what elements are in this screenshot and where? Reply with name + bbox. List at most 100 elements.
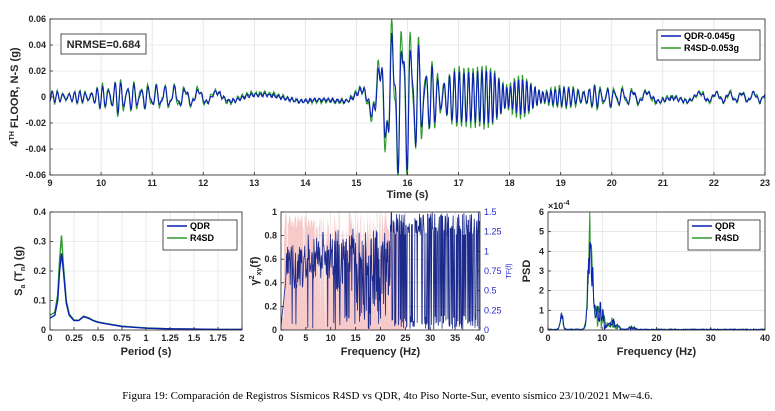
psd-legend-box bbox=[687, 219, 761, 251]
psd-multiplier-base: ×10 bbox=[548, 201, 563, 211]
coherence-xtick-label: 20 bbox=[375, 333, 385, 343]
psd-ytick-label: 6 bbox=[539, 207, 544, 217]
spectrum-ytick-label: 0.1 bbox=[33, 296, 46, 306]
psd-xtick-label: 10 bbox=[597, 333, 607, 343]
time-history-ytick-label: 0.04 bbox=[28, 40, 46, 50]
spectrum-xlabel: Period (s) bbox=[121, 346, 172, 358]
time-history-ytick-label: 0.02 bbox=[28, 66, 46, 76]
spectrum-xtick-label: 1.5 bbox=[188, 333, 201, 343]
psd-ytick-label: 1 bbox=[539, 305, 544, 315]
spectrum-legend-box bbox=[162, 219, 238, 251]
time-history-xtick-label: 20 bbox=[607, 178, 617, 188]
spectrum-legend-label: QDR bbox=[190, 221, 211, 231]
coherence-ylabel: γ2xy(f) bbox=[249, 256, 263, 285]
spectrum-xtick-label: 1 bbox=[143, 333, 148, 343]
time-history-ylabel-part: FLOOR, N-S (g) bbox=[9, 47, 21, 131]
spectrum-xtick-label: 0 bbox=[47, 333, 52, 343]
qdr-time-series bbox=[49, 32, 766, 174]
coherence-ytick-label: 1 bbox=[272, 207, 277, 217]
psd-multiplier-exp: -4 bbox=[563, 200, 569, 207]
psd-ytick-label: 2 bbox=[539, 286, 544, 296]
spectrum-ytick-label: 0 bbox=[41, 325, 46, 335]
coherence-ytick-label: 0 bbox=[272, 325, 277, 335]
coherence-y2tick-label: 1 bbox=[484, 246, 489, 256]
time-history-xtick-label: 17 bbox=[454, 178, 464, 188]
time-history-xtick-label: 15 bbox=[351, 178, 361, 188]
spectrum-ylabel-part: (T bbox=[13, 271, 25, 285]
coherence-xtick-label: 30 bbox=[425, 333, 435, 343]
coherence-xtick-label: 15 bbox=[351, 333, 361, 343]
time-history-xtick-label: 19 bbox=[556, 178, 566, 188]
coherence-y2tick-label: 0.5 bbox=[484, 286, 497, 296]
time-history-legend-box bbox=[656, 29, 761, 61]
spectrum-xtick-label: 0.5 bbox=[92, 333, 105, 343]
psd-ytick-label: 4 bbox=[539, 246, 544, 256]
spectrum-xtick-label: 0.75 bbox=[113, 333, 131, 343]
time-history-ytick-label: 0 bbox=[41, 92, 46, 102]
coherence-xtick-label: 25 bbox=[400, 333, 410, 343]
time-history-xtick-label: 21 bbox=[658, 178, 668, 188]
nrmse-annotation: NRMSE=0.684 bbox=[67, 39, 142, 51]
psd-xtick-label: 40 bbox=[760, 333, 770, 343]
psd-xtick-label: 30 bbox=[706, 333, 716, 343]
coherence-y2tick-label: 0 bbox=[484, 325, 489, 335]
coherence-xtick-label: 35 bbox=[450, 333, 460, 343]
spectrum-ylabel-part: a bbox=[20, 285, 27, 289]
coherence-ylabel-part: 2 bbox=[249, 275, 256, 279]
coherence-xtick-label: 10 bbox=[326, 333, 336, 343]
coherence-xtick-label: 5 bbox=[303, 333, 308, 343]
time-history-legend-label: R4SD-0.053g bbox=[684, 43, 739, 53]
time-history-xtick-label: 18 bbox=[505, 178, 515, 188]
qdr-spectrum-line bbox=[49, 253, 242, 331]
psd-ytick-label: 0 bbox=[539, 325, 544, 335]
psd-ylabel: PSD bbox=[521, 260, 533, 283]
psd-legend-label: R4SD bbox=[715, 233, 740, 243]
psd-ytick-label: 3 bbox=[539, 266, 544, 276]
time-history-xtick-label: 16 bbox=[402, 178, 412, 188]
psd-ytick-label: 5 bbox=[539, 227, 544, 237]
spectrum-ytick-label: 0.4 bbox=[33, 207, 46, 217]
spectrum-legend-label: R4SD bbox=[190, 233, 215, 243]
time-history-xlabel: Time (s) bbox=[387, 189, 429, 201]
psd-xlabel: Frequency (Hz) bbox=[617, 346, 697, 358]
coherence-ylabel-part: (f) bbox=[249, 256, 261, 267]
coherence-ylabel-part: xy bbox=[256, 267, 263, 275]
spectrum-xtick-label: 2 bbox=[239, 333, 244, 343]
spectrum-ylabel-part: S bbox=[13, 289, 25, 296]
time-history-xtick-label: 23 bbox=[760, 178, 770, 188]
nrmse-box bbox=[60, 33, 147, 55]
coherence-y2tick-label: 0.75 bbox=[484, 266, 502, 276]
spectrum-xtick-label: 1.25 bbox=[161, 333, 179, 343]
coherence-ytick-label: 0.4 bbox=[264, 278, 277, 288]
coherence-y2tick-label: 0.25 bbox=[484, 305, 502, 315]
coherence-ytick-label: 0.2 bbox=[264, 301, 277, 311]
spectrum-ytick-label: 0.3 bbox=[33, 237, 46, 247]
coherence-ytick-label: 0.6 bbox=[264, 254, 277, 264]
psd-xtick-label: 20 bbox=[651, 333, 661, 343]
time-history-ylabel: 4TH FLOOR, N-S (g) bbox=[9, 47, 21, 147]
coherence-xtick-label: 40 bbox=[475, 333, 485, 343]
coherence-ytick-label: 0.8 bbox=[264, 231, 277, 241]
spectrum-xtick-label: 0.25 bbox=[65, 333, 83, 343]
time-history-ytick-label: -0.04 bbox=[25, 144, 46, 154]
time-history-xtick-label: 12 bbox=[198, 178, 208, 188]
psd-legend-label: QDR bbox=[715, 221, 736, 231]
figure-caption: Figura 19: Comparación de Registros Sísm… bbox=[122, 390, 653, 402]
psd-multiplier: ×10-4 bbox=[548, 200, 570, 211]
time-history-xtick-label: 14 bbox=[300, 178, 310, 188]
time-history-ytick-label: -0.06 bbox=[25, 170, 46, 180]
psd-ylabel-part: PSD bbox=[521, 260, 533, 283]
time-history-xtick-label: 22 bbox=[709, 178, 719, 188]
time-history-xtick-label: 11 bbox=[147, 178, 157, 188]
time-history-legend-label: QDR-0.045g bbox=[684, 31, 735, 41]
coherence-y2tick-label: 1.25 bbox=[484, 227, 502, 237]
time-history-xtick-label: 13 bbox=[249, 178, 259, 188]
spectrum-ylabel: Sa (Tn) (g) bbox=[13, 246, 27, 296]
coherence-xtick-label: 0 bbox=[278, 333, 283, 343]
time-history-xtick-label: 10 bbox=[96, 178, 106, 188]
time-history-ytick-label: 0.06 bbox=[28, 14, 46, 24]
spectrum-xtick-label: 1.75 bbox=[209, 333, 227, 343]
time-history-xtick-label: 9 bbox=[47, 178, 52, 188]
transfer-function-line bbox=[280, 212, 481, 330]
